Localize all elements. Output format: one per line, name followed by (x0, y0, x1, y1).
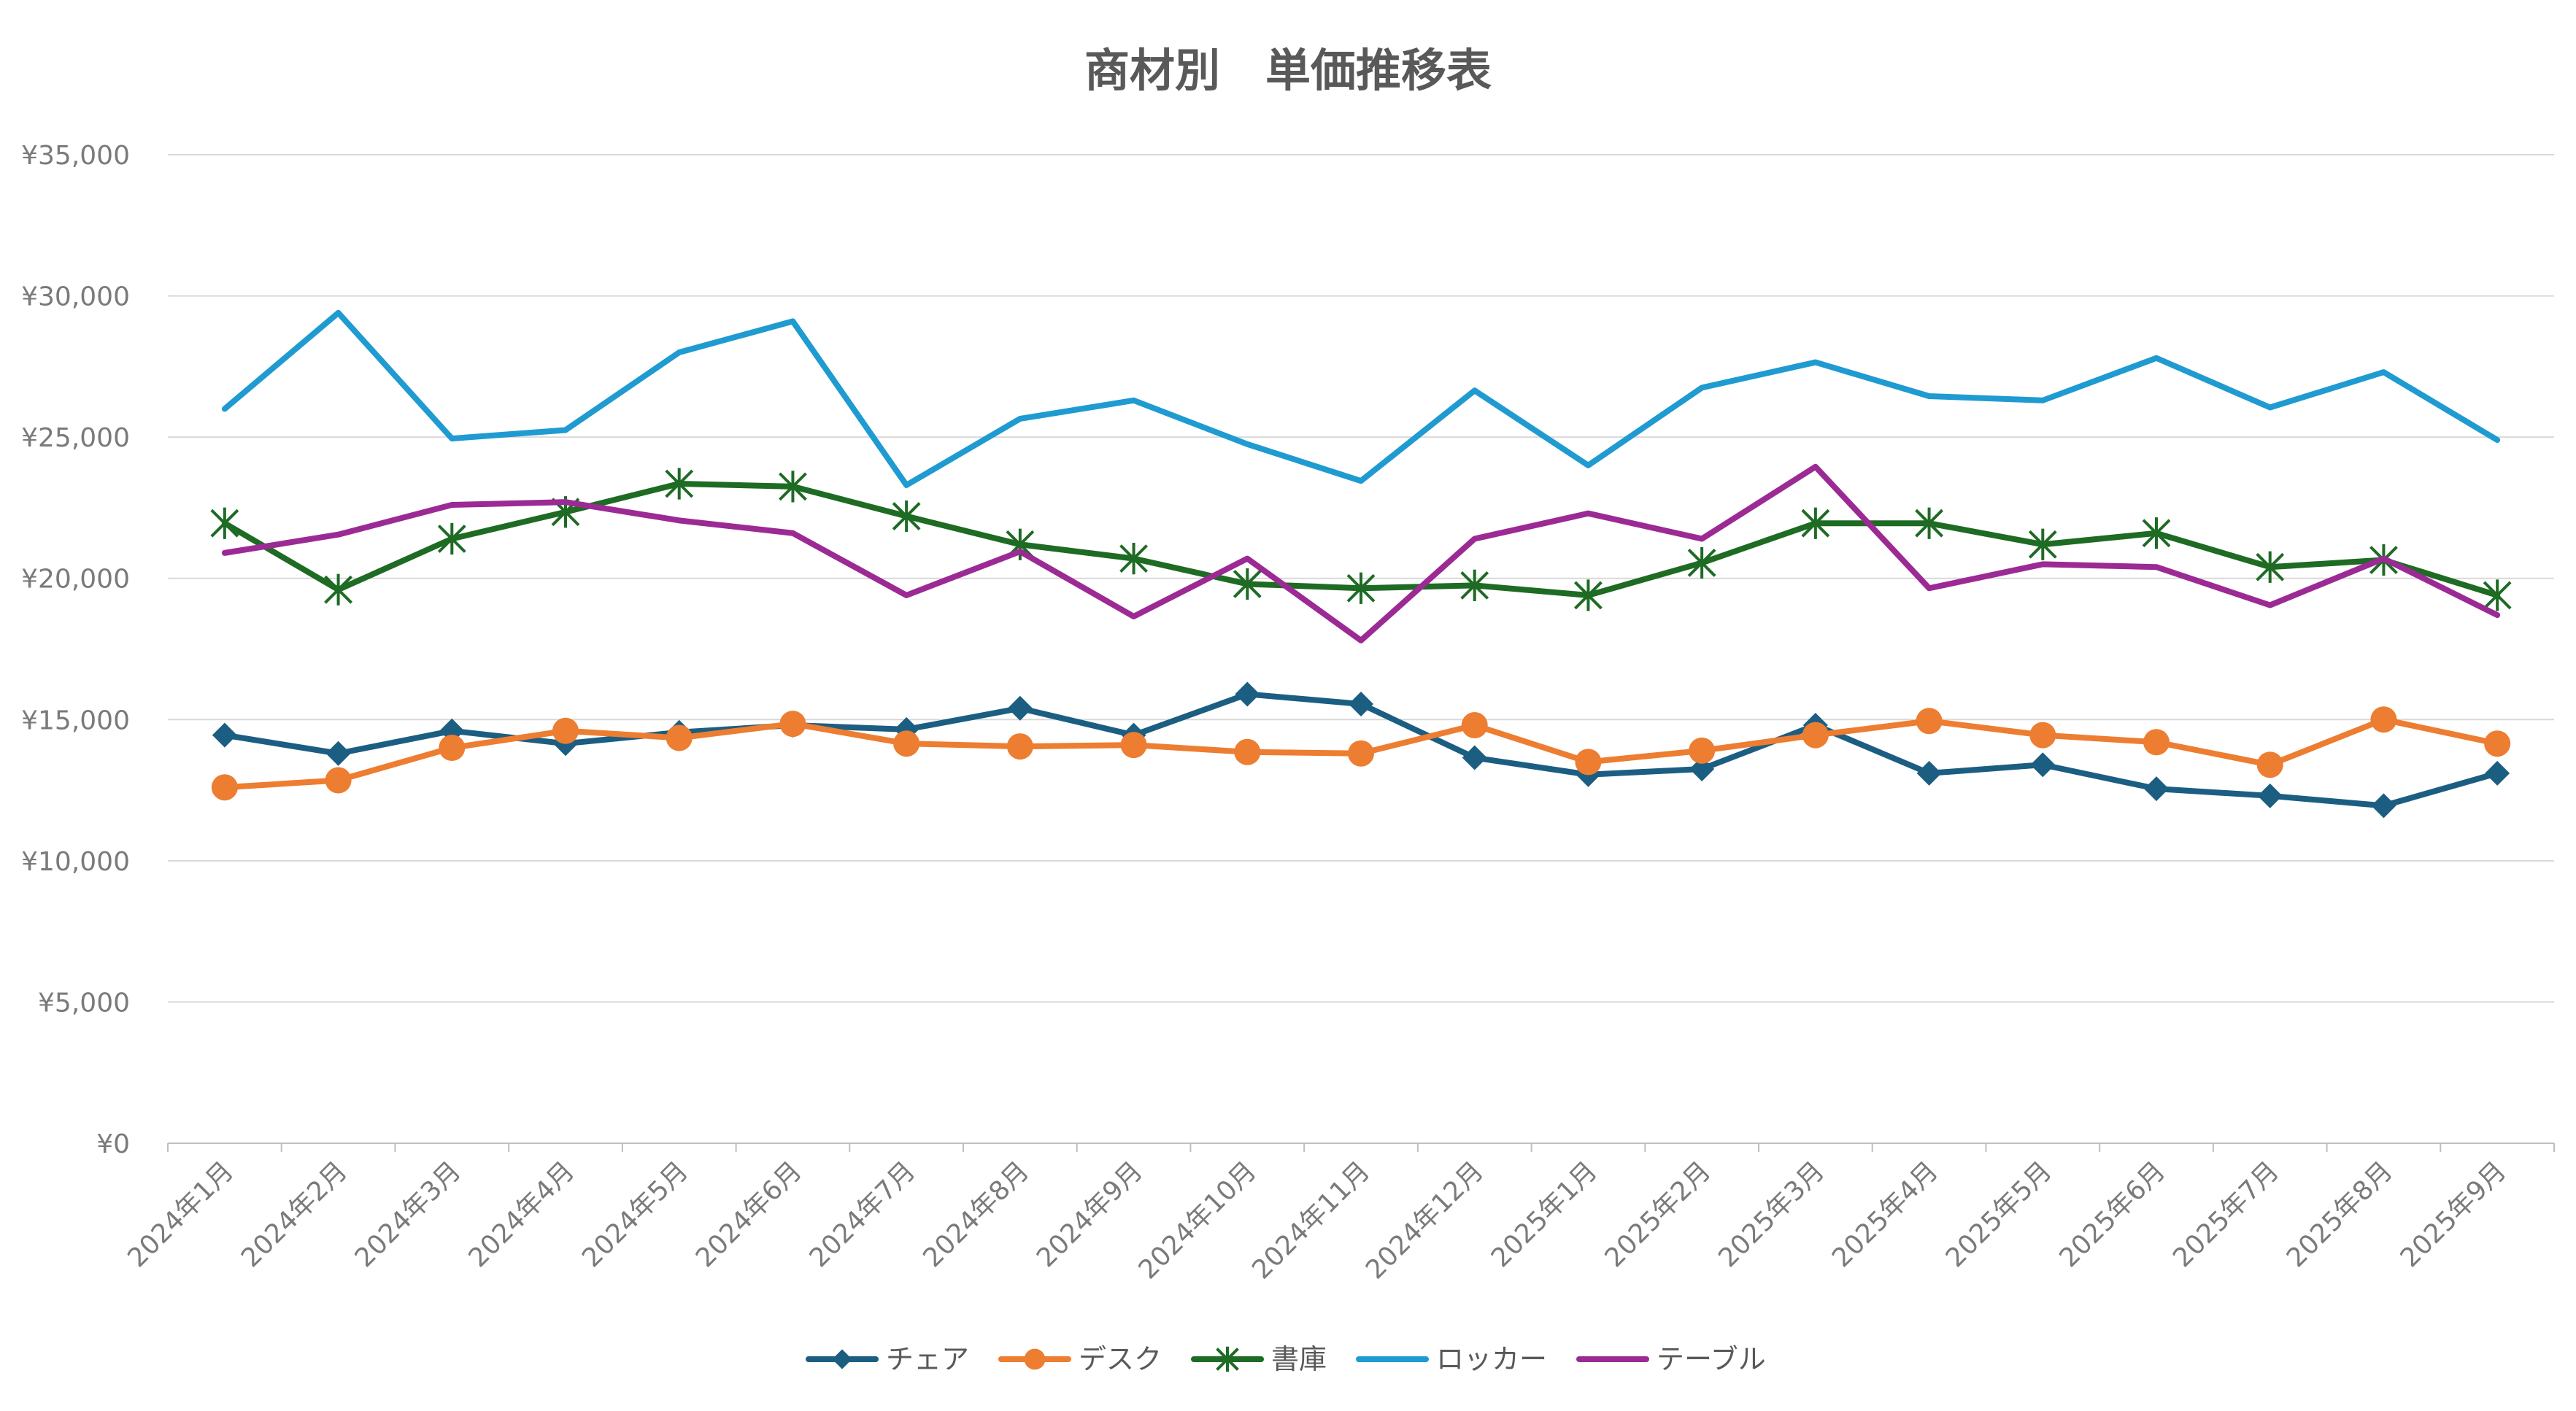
data-point (1006, 733, 1033, 760)
legend-marker (832, 1349, 852, 1369)
data-point (1689, 737, 1716, 764)
data-point (210, 507, 239, 539)
series-lines (210, 309, 2512, 819)
series-line (221, 463, 2501, 643)
data-point (1915, 507, 1943, 539)
series-4 (221, 463, 2501, 643)
y-tick-label: ¥0 (96, 1129, 130, 1159)
data-point (1235, 681, 1260, 707)
series-line (221, 309, 2501, 488)
data-point (1687, 546, 1716, 579)
data-point (1802, 722, 1829, 749)
data-point (439, 735, 466, 761)
data-point (325, 741, 351, 766)
legend-item[interactable]: テーブル (1576, 1343, 1766, 1375)
data-point (779, 711, 806, 738)
data-point (1120, 732, 1147, 759)
data-point (1346, 572, 1376, 604)
data-point (2371, 793, 2396, 819)
chart-title: 商材別 単価推移表 (1084, 44, 1492, 97)
data-point (1007, 695, 1033, 721)
data-point (665, 468, 694, 500)
y-tick-label: ¥35,000 (21, 141, 130, 171)
y-tick-label: ¥25,000 (21, 423, 130, 453)
y-tick-label: ¥15,000 (21, 706, 130, 735)
data-point (1575, 749, 1602, 776)
legend-label: デスク (1079, 1343, 1162, 1375)
y-axis: ¥0 ¥5,000 ¥10,000 ¥15,000 ¥20,000 ¥25,000 ¥30,… (21, 141, 130, 1159)
data-point (2483, 579, 2512, 611)
legend-item[interactable]: チェア (806, 1343, 969, 1375)
data-point (2142, 517, 2171, 549)
data-point (1348, 740, 1374, 767)
data-point (1916, 760, 1942, 786)
legend-item[interactable]: デスク (998, 1343, 1162, 1375)
data-point (2144, 776, 2169, 802)
data-point (2256, 751, 2283, 778)
legend: チェア デスク 書庫 ロッカー テーブル (806, 1343, 1766, 1375)
data-point (779, 471, 807, 503)
data-point (2484, 730, 2511, 757)
legend-item[interactable]: 書庫 (1191, 1343, 1327, 1375)
series-1 (211, 706, 2511, 801)
data-point (2370, 706, 2397, 733)
data-point (437, 522, 466, 555)
data-point (1460, 569, 1489, 601)
data-point (1119, 543, 1148, 575)
legend-label: チェア (886, 1343, 969, 1375)
data-point (212, 722, 237, 748)
data-point (1233, 568, 1262, 600)
data-point (1349, 691, 1373, 716)
data-point (1574, 579, 1603, 611)
data-point (2257, 783, 2283, 808)
data-point (1916, 708, 1943, 735)
data-point (324, 573, 352, 606)
data-point (211, 774, 238, 801)
data-point (1234, 738, 1261, 765)
data-point (2028, 528, 2057, 560)
data-point (2029, 722, 2056, 749)
legend-marker (1216, 1346, 1239, 1372)
data-point (1689, 757, 1715, 782)
y-tick-label: ¥20,000 (21, 565, 130, 595)
data-point (552, 717, 579, 744)
data-point (2485, 760, 2510, 786)
data-point (893, 730, 920, 757)
y-tick-label: ¥30,000 (21, 282, 130, 312)
data-point (666, 724, 693, 751)
data-point (1462, 745, 1487, 770)
data-point (2256, 551, 2285, 583)
legend-label: 書庫 (1271, 1343, 1327, 1375)
y-tick-label: ¥5,000 (38, 988, 130, 1018)
legend-label: ロッカー (1436, 1343, 1547, 1375)
data-point (1461, 712, 1488, 739)
y-tick-label: ¥10,000 (21, 847, 130, 877)
legend-label: テーブル (1657, 1343, 1766, 1375)
data-point (892, 500, 921, 533)
series-3 (221, 309, 2501, 488)
data-point (2143, 729, 2170, 756)
data-point (2030, 752, 2056, 778)
legend-marker (1024, 1348, 1046, 1370)
legend-item[interactable]: ロッカー (1356, 1343, 1547, 1375)
series-2 (210, 468, 2512, 611)
data-point (1801, 507, 1830, 539)
data-point (325, 767, 352, 794)
